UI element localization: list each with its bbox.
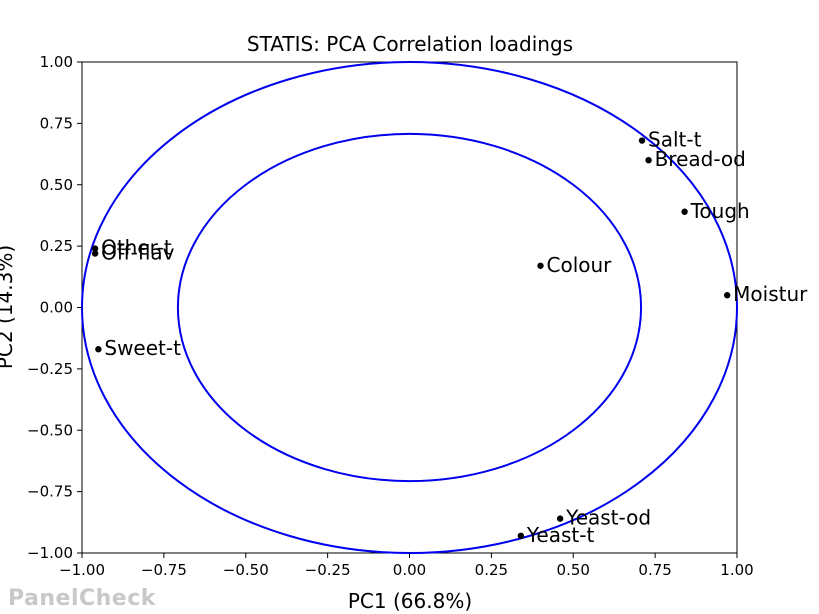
chart-title: STATIS: PCA Correlation loadings: [247, 32, 573, 56]
y-tick-label: 1.00: [40, 53, 73, 71]
loading-point-label: Off-flav: [101, 240, 175, 264]
x-tick-label: 1.00: [720, 561, 753, 579]
correlation-circle-2: [176, 132, 643, 483]
loading-point-label: Sweet-t: [104, 336, 181, 360]
x-tick-label: −0.75: [141, 561, 187, 579]
panelcheck-watermark: PanelCheck: [8, 586, 156, 611]
loading-point-label: Bread-od: [655, 147, 746, 171]
loading-point: [638, 137, 646, 144]
x-tick-label: −0.25: [305, 561, 351, 579]
x-tick-label: −0.50: [223, 561, 269, 579]
x-axis-label: PC1 (66.8%): [348, 589, 472, 613]
x-tick-label: 0.50: [557, 561, 590, 579]
y-axis-ticks: −1.00 −0.75 −0.50 −0.25 0.00 0.25 0.50 0.75 1.00: [27, 53, 82, 562]
loading-point: [681, 208, 688, 215]
x-tick-label: −1.00: [59, 561, 105, 579]
y-tick-label: 0.75: [40, 114, 73, 132]
loading-point-label: Moistur: [733, 282, 808, 306]
loading-point-label: Salt-t: [648, 128, 702, 152]
y-tick-label: 0.00: [40, 299, 73, 317]
loading-point-label: Colour: [547, 253, 613, 277]
loading-point: [723, 292, 731, 299]
loading-point-label: Yeast-od: [565, 506, 651, 530]
x-tick-label: 0.75: [638, 561, 671, 579]
loading-point-label: Yeast-t: [526, 523, 595, 547]
y-tick-label: −0.75: [27, 483, 73, 501]
loading-point: [645, 157, 652, 164]
loading-point: [517, 532, 525, 540]
loading-point: [95, 346, 102, 353]
y-axis-label: PC2 (14.3%): [0, 245, 17, 369]
x-tick-label: 0.25: [475, 561, 508, 579]
y-tick-label: 0.25: [40, 237, 73, 255]
y-tick-label: −0.50: [27, 421, 73, 439]
loading-point-label: Other-t: [101, 236, 172, 260]
loading-point-label: Tough: [690, 199, 750, 223]
y-tick-label: −0.25: [27, 360, 73, 378]
correlation-circle-1: [81, 61, 738, 554]
correlation-circles: [81, 61, 738, 554]
loading-point: [556, 515, 564, 522]
x-axis-ticks: −1.00 −0.75 −0.50 −0.25 0.00 0.25 0.50 0.75 1.00: [59, 553, 754, 579]
loading-point: [91, 245, 99, 252]
x-tick-label: 0.00: [393, 561, 426, 579]
loading-point: [91, 250, 99, 257]
loading-point: [537, 262, 544, 269]
y-tick-label: −1.00: [27, 544, 73, 562]
y-tick-label: 0.50: [40, 176, 73, 194]
plot-frame: [81, 61, 738, 554]
